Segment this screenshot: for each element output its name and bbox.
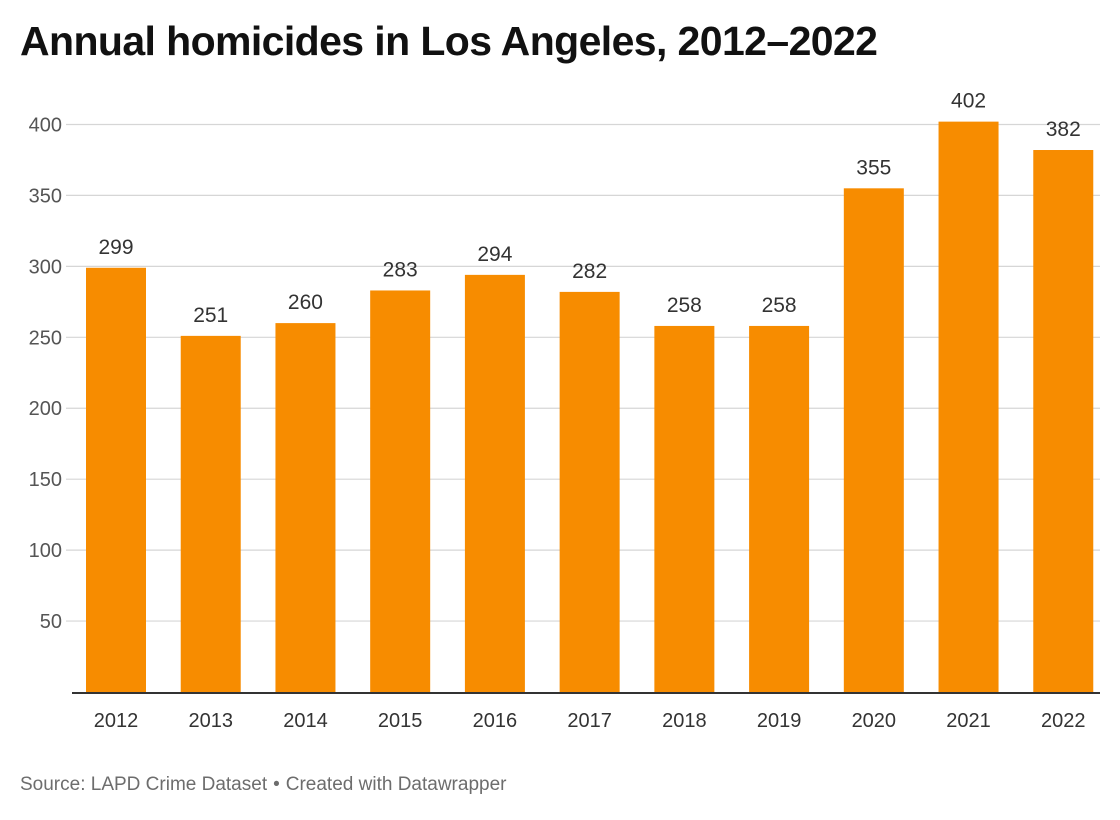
data-label-2020: 355 (856, 156, 891, 179)
data-label-2019: 258 (762, 294, 797, 317)
y-tick-label: 50 (40, 611, 62, 633)
footer-separator: • (273, 774, 280, 795)
x-tick-label: 2021 (946, 710, 991, 732)
data-label-2018: 258 (667, 294, 702, 317)
x-tick-label: 2013 (188, 710, 233, 732)
bar-2014 (275, 323, 336, 692)
y-tick-label: 250 (29, 327, 62, 349)
bar-2020 (843, 188, 904, 693)
x-tick-label: 2012 (94, 710, 139, 732)
y-tick-label: 100 (29, 540, 62, 562)
data-label-2015: 283 (383, 258, 418, 281)
data-label-2021: 402 (951, 90, 986, 113)
bar-2013 (180, 335, 241, 692)
bars (86, 121, 1094, 693)
x-tick-label: 2015 (378, 710, 423, 732)
bar-2021 (938, 121, 999, 693)
x-tick-label: 2017 (567, 710, 612, 732)
y-tick-label: 350 (29, 185, 62, 207)
y-axis-ticks: 50 100 150 200 250 300 350 400 (29, 114, 62, 633)
bar-2016 (464, 274, 525, 692)
x-tick-label: 2018 (662, 710, 707, 732)
bar-2012 (86, 267, 146, 692)
credit-note: Created with Datawrapper (285, 774, 507, 795)
bar-2015 (370, 290, 431, 692)
data-labels: 299 251 260 283 294 282 258 258 355 402 382 (98, 90, 1080, 327)
data-label-2016: 294 (477, 243, 512, 266)
x-tick-label: 2020 (852, 710, 897, 732)
source-note: Source: LAPD Crime Dataset (20, 774, 268, 795)
data-label-2017: 282 (572, 260, 607, 283)
bar-2017 (559, 291, 620, 692)
bar-2019 (749, 325, 810, 692)
x-tick-label: 2014 (283, 710, 328, 732)
x-axis-ticks: 2012 2013 2014 2015 2016 2017 2018 2019 2020 2021… (94, 710, 1086, 732)
chart-title: Annual homicides in Los Angeles, 2012–20… (20, 18, 878, 64)
y-tick-label: 200 (29, 398, 62, 420)
data-label-2012: 299 (98, 236, 133, 259)
data-label-2022: 382 (1046, 118, 1081, 141)
x-tick-label: 2019 (757, 710, 802, 732)
y-tick-label: 150 (29, 469, 62, 491)
bar-2022 (1033, 150, 1094, 693)
x-tick-label: 2016 (473, 710, 518, 732)
y-tick-label: 400 (29, 114, 62, 136)
bar-2018 (654, 325, 715, 692)
y-tick-label: 300 (29, 256, 62, 278)
chart-footer: Source: LAPD Crime Dataset • Created with … (20, 774, 506, 796)
x-tick-label: 2022 (1041, 710, 1086, 732)
data-label-2013: 251 (193, 304, 228, 327)
data-label-2014: 260 (288, 291, 323, 314)
